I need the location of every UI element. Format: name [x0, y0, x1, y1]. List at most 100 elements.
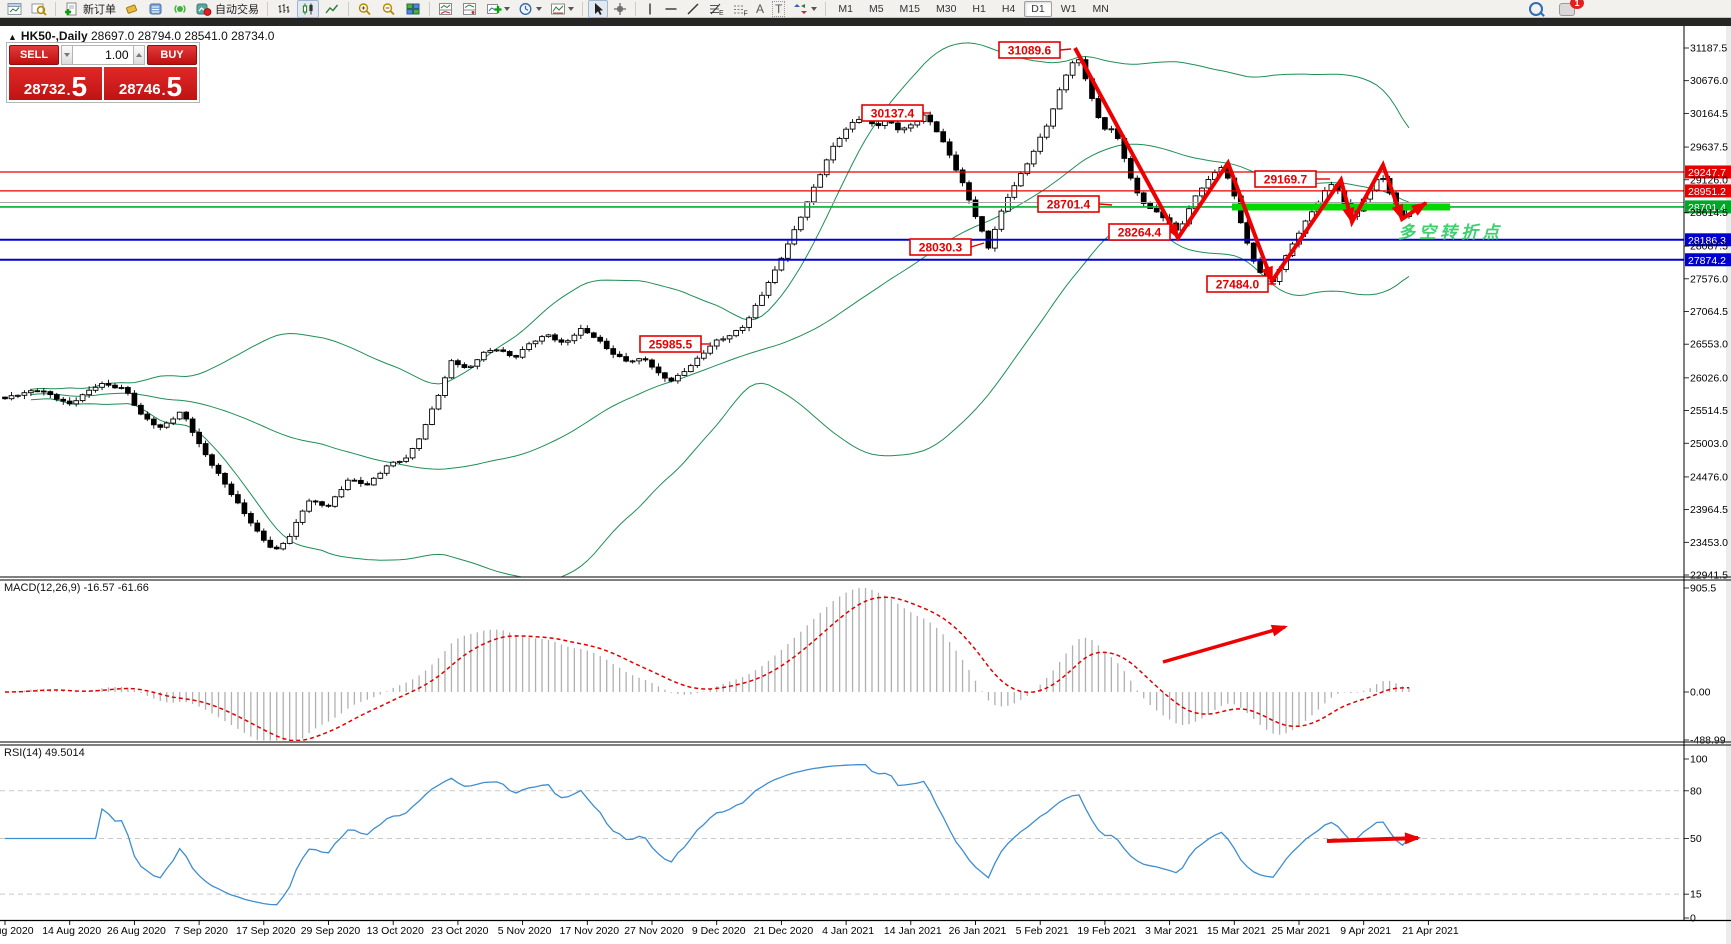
- tab-timeframe-MN[interactable]: MN: [1092, 2, 1109, 15]
- svg-text:31187.5: 31187.5: [1690, 43, 1727, 55]
- cursor-tool-button[interactable]: [588, 0, 608, 18]
- vline-tool-button[interactable]: [641, 0, 659, 18]
- crosshair-tool-button[interactable]: [610, 0, 630, 18]
- sell-price-int: 28732: [23, 81, 66, 98]
- periods-button[interactable]: [515, 0, 545, 18]
- search-button[interactable]: [1526, 0, 1546, 18]
- tab-timeframe-H1[interactable]: H1: [972, 2, 986, 15]
- tab-timeframe-M1[interactable]: M1: [838, 2, 853, 15]
- tab-timeframe-H4[interactable]: H4: [1001, 2, 1016, 15]
- svg-text:29126.0: 29126.0: [1690, 174, 1728, 186]
- add-indicator-button[interactable]: [483, 0, 513, 18]
- price-callouts-layer[interactable]: 31089.6 30137.4 29169.7 28701.4 28264.4 28030…: [639, 41, 1330, 353]
- toolbar-separator: [429, 1, 430, 16]
- macd-label: MACD(12,26,9) -16.57 -61.66: [4, 582, 149, 594]
- tile-windows-icon: [406, 3, 420, 14]
- collapse-triangle-icon[interactable]: ▲: [8, 32, 17, 42]
- trendline-icon: [687, 3, 699, 14]
- macd-trend-arrow[interactable]: [1162, 620, 1290, 664]
- market-watch-button[interactable]: [145, 0, 167, 18]
- candlestick-chart-button[interactable]: [297, 0, 319, 18]
- eraser-button[interactable]: [121, 0, 143, 18]
- toolbar-separator: [55, 1, 56, 16]
- fibonacci-icon: E: [710, 3, 724, 16]
- svg-text:29 Sep 2020: 29 Sep 2020: [301, 925, 361, 937]
- svg-text:30137.4: 30137.4: [871, 107, 915, 121]
- profiles-button[interactable]: [28, 0, 50, 18]
- svg-text:26553.0: 26553.0: [1690, 339, 1728, 351]
- buy-price-int: 28746: [118, 81, 161, 98]
- rsi-trend-arrow[interactable]: [1326, 832, 1421, 845]
- svg-text:E: E: [719, 10, 724, 16]
- sounds-button[interactable]: [169, 0, 191, 18]
- profiles-icon: [31, 3, 47, 16]
- tile-windows-button[interactable]: [402, 0, 424, 18]
- data-window-button[interactable]: [459, 0, 481, 18]
- toolbar-separator: [267, 1, 268, 16]
- horizontal-lines-layer[interactable]: 29247.7 28951.2 28701.4 28186.3 27874.2: [0, 165, 1731, 267]
- fibonacci-tool-button[interactable]: E: [705, 0, 727, 18]
- label-tool-button[interactable]: T: [769, 0, 788, 18]
- volume-stepper: [61, 45, 145, 65]
- zoom-in-button[interactable]: [354, 0, 376, 18]
- cn-annotation[interactable]: 多空转折点: [1398, 223, 1503, 242]
- horizontal-line-icon: [665, 7, 677, 10]
- tab-timeframe-M15[interactable]: M15: [899, 2, 920, 15]
- templates-button[interactable]: [547, 0, 577, 18]
- toolbar-separator: [635, 1, 636, 16]
- tab-timeframe-D1[interactable]: D1: [1024, 0, 1052, 17]
- tab-timeframe-M5[interactable]: M5: [868, 2, 884, 15]
- support-zone-bar[interactable]: [1232, 203, 1450, 211]
- svg-text:21 Dec 2020: 21 Dec 2020: [754, 925, 814, 937]
- svg-text:0: 0: [1690, 913, 1696, 925]
- arrows-tool-button[interactable]: [790, 0, 820, 18]
- line-chart-button[interactable]: [321, 0, 343, 18]
- notifications-button[interactable]: 1: [1548, 0, 1584, 18]
- svg-text:27 Nov 2020: 27 Nov 2020: [624, 925, 684, 937]
- bar-chart-button[interactable]: [273, 0, 295, 18]
- dropdown-caret-icon: [536, 6, 542, 11]
- chart-ohlc-values: 28697.0 28794.0 28541.0 28734.0: [90, 29, 275, 43]
- buy-button[interactable]: BUY: [147, 45, 197, 65]
- clock-icon: [519, 2, 532, 15]
- tab-timeframe-W1[interactable]: W1: [1060, 2, 1077, 15]
- volume-input[interactable]: [73, 45, 133, 65]
- candles-layer: [2, 56, 1412, 551]
- dropdown-caret-icon: [568, 6, 574, 11]
- vertical-line-icon: [649, 3, 651, 14]
- channel-icon: F: [734, 5, 748, 16]
- volume-increase-button[interactable]: [132, 45, 145, 65]
- autotrade-button[interactable]: 自动交易: [193, 0, 262, 18]
- text-tool-button[interactable]: A: [753, 0, 767, 18]
- svg-text:21 Apr 2021: 21 Apr 2021: [1402, 925, 1459, 937]
- sell-price-box[interactable]: 28732. 5: [9, 67, 102, 101]
- tab-timeframe-M30[interactable]: M30: [935, 2, 957, 15]
- hline-tool-button[interactable]: [661, 0, 681, 18]
- svg-text:29247.7: 29247.7: [1688, 167, 1726, 179]
- svg-text:28701.4: 28701.4: [1047, 198, 1091, 212]
- zoom-out-button[interactable]: [378, 0, 400, 18]
- svg-text:23964.5: 23964.5: [1690, 504, 1728, 516]
- sell-button[interactable]: SELL: [9, 45, 59, 65]
- new-order-label: 新订单: [83, 3, 116, 16]
- svg-text:23453.0: 23453.0: [1690, 537, 1728, 549]
- crosshair-icon: [614, 2, 626, 15]
- svg-text:17 Nov 2020: 17 Nov 2020: [560, 925, 620, 937]
- svg-text:28087.5: 28087.5: [1690, 241, 1728, 253]
- buy-price-box[interactable]: 28746. 5: [104, 67, 197, 101]
- svg-text:29637.5: 29637.5: [1690, 142, 1728, 154]
- dropdown-caret-icon: [504, 6, 510, 11]
- bollinger-bands: [30, 42, 1410, 577]
- time-axis[interactable]: 4 Aug 2020 14 Aug 2020 26 Aug 2020 7 Sep 20…: [0, 921, 1459, 937]
- trendline-tool-button[interactable]: [683, 0, 703, 18]
- price-axis[interactable]: 31187.5 30676.0 30164.5 29637.5 29126.0 28614…: [1684, 43, 1728, 925]
- volume-decrease-button[interactable]: [61, 45, 74, 65]
- svg-text:13 Oct 2020: 13 Oct 2020: [367, 925, 424, 937]
- chart-title: ▲ HK50-,Daily 28697.0 28794.0 28541.0 287…: [8, 29, 274, 43]
- new-chart-button[interactable]: [4, 0, 26, 18]
- new-order-button[interactable]: 新订单: [61, 0, 119, 18]
- arrow-down-icon: [64, 53, 71, 57]
- indicator-window-button[interactable]: [435, 0, 457, 18]
- channel-tool-button[interactable]: F: [729, 0, 751, 18]
